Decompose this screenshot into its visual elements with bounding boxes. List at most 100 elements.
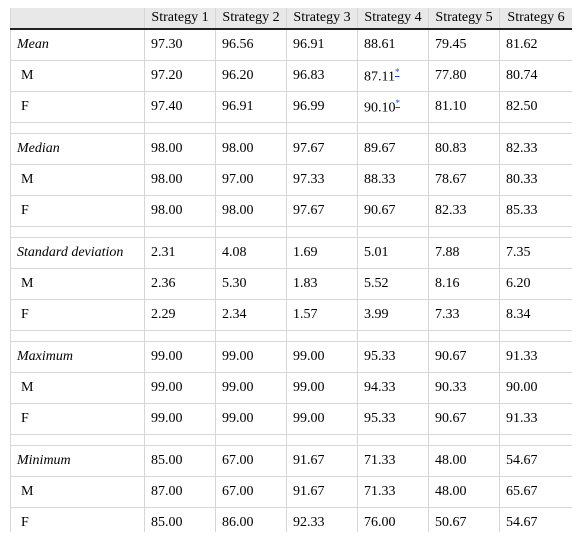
value-cell: 99.00: [215, 372, 287, 404]
value-cell: 99.00: [286, 341, 358, 373]
value-cell: 91.67: [286, 476, 358, 508]
spacer-cell: [215, 434, 287, 446]
value-cell: 88.33: [357, 164, 429, 196]
value-cell: 90.67: [357, 195, 429, 227]
spacer-cell: [286, 122, 358, 134]
value-cell: 1.83: [286, 268, 358, 300]
value-cell: 48.00: [428, 476, 500, 508]
note-link[interactable]: *: [394, 66, 400, 77]
value-cell: 77.80: [428, 60, 500, 92]
value-cell: 85.00: [144, 507, 216, 532]
header-cell: Strategy 1: [144, 8, 216, 30]
spacer-row: [10, 434, 572, 446]
value-cell: 1.57: [286, 299, 358, 331]
value-cell: 98.00: [144, 164, 216, 196]
spacer-cell: [286, 434, 358, 446]
spacer-cell: [144, 330, 216, 342]
spacer-cell: [215, 226, 287, 238]
spacer-cell: [499, 330, 572, 342]
value-cell: 99.00: [144, 403, 216, 435]
value: 87.11: [364, 69, 395, 85]
row-label: M: [10, 164, 145, 196]
group-row: Maximum 99.00 99.00 99.00 95.33 90.67 91.33: [10, 341, 572, 373]
value-cell: 98.00: [144, 133, 216, 165]
header-cell: Strategy 6: [499, 8, 572, 30]
row-label: F: [10, 507, 145, 532]
value-cell: 90.10*: [357, 91, 429, 123]
spacer-cell: [499, 434, 572, 446]
value-cell: 91.33: [499, 403, 572, 435]
table-body: Mean 97.30 96.56 96.91 88.61 79.45 81.62 M 97.20…: [10, 28, 572, 532]
sub-row: M 99.00 99.00 99.00 94.33 90.33 90.00: [10, 372, 572, 404]
group-row: Mean 97.30 96.56 96.91 88.61 79.45 81.62: [10, 28, 572, 61]
spacer-cell: [499, 226, 572, 238]
sub-row: M 2.36 5.30 1.83 5.52 8.16 6.20: [10, 268, 572, 300]
value-cell: 78.67: [428, 164, 500, 196]
spacer-cell: [357, 434, 429, 446]
value-cell: 54.67: [499, 445, 572, 477]
spacer-cell: [10, 122, 145, 134]
value-cell: 82.33: [499, 133, 572, 165]
value-cell: 1.69: [286, 237, 358, 269]
value-cell: 96.91: [215, 91, 287, 123]
value-cell: 2.36: [144, 268, 216, 300]
value-cell: 82.50: [499, 91, 572, 123]
value-cell: 96.99: [286, 91, 358, 123]
value-cell: 99.00: [215, 403, 287, 435]
value-cell: 79.45: [428, 28, 500, 61]
note-link[interactable]: *: [395, 97, 401, 108]
value-cell: 7.88: [428, 237, 500, 269]
value-cell: 81.62: [499, 28, 572, 61]
header-cell: Strategy 5: [428, 8, 500, 30]
value-cell: 95.33: [357, 341, 429, 373]
group-title: Standard deviation: [10, 237, 145, 269]
row-label: F: [10, 403, 145, 435]
value-cell: 97.30: [144, 28, 216, 61]
header-row: Strategy 1 Strategy 2 Strategy 3 Strategy 4…: [10, 8, 572, 30]
group-title: Maximum: [10, 341, 145, 373]
value-cell: 2.31: [144, 237, 216, 269]
group-title: Minimum: [10, 445, 145, 477]
value-cell: 98.00: [215, 133, 287, 165]
value-cell: 80.74: [499, 60, 572, 92]
row-label: M: [10, 60, 145, 92]
value-cell: 5.52: [357, 268, 429, 300]
value-cell: 89.67: [357, 133, 429, 165]
value-cell: 71.33: [357, 445, 429, 477]
spacer-cell: [499, 122, 572, 134]
value-cell: 48.00: [428, 445, 500, 477]
spacer-cell: [428, 434, 500, 446]
value-cell: 65.67: [499, 476, 572, 508]
row-label: M: [10, 268, 145, 300]
value-cell: 91.33: [499, 341, 572, 373]
value-cell: 90.33: [428, 372, 500, 404]
value-cell: 98.00: [215, 195, 287, 227]
row-label: M: [10, 372, 145, 404]
value-cell: 99.00: [286, 403, 358, 435]
value-cell: 90.67: [428, 341, 500, 373]
spacer-cell: [215, 122, 287, 134]
value-cell: 99.00: [144, 341, 216, 373]
group-row: Median 98.00 98.00 97.67 89.67 80.83 82.33: [10, 133, 572, 165]
spacer-cell: [10, 226, 145, 238]
header-cell: Strategy 3: [286, 8, 358, 30]
value-cell: 97.20: [144, 60, 216, 92]
value-cell: 87.00: [144, 476, 216, 508]
spacer-cell: [144, 122, 216, 134]
spacer-cell: [10, 434, 145, 446]
value-cell: 81.10: [428, 91, 500, 123]
sub-row: F 85.00 86.00 92.33 76.00 50.67 54.67: [10, 507, 572, 532]
value-cell: 8.34: [499, 299, 572, 331]
value-cell: 8.16: [428, 268, 500, 300]
value-cell: 71.33: [357, 476, 429, 508]
value-cell: 6.20: [499, 268, 572, 300]
sub-row: M 98.00 97.00 97.33 88.33 78.67 80.33: [10, 164, 572, 196]
table-container: Strategy 1 Strategy 2 Strategy 3 Strategy 4…: [10, 8, 572, 532]
spacer-row: [10, 226, 572, 238]
spacer-cell: [144, 434, 216, 446]
value-cell: 91.67: [286, 445, 358, 477]
value-cell: 96.83: [286, 60, 358, 92]
value-cell: 99.00: [144, 372, 216, 404]
header-cell: [10, 8, 145, 30]
value-cell: 54.67: [499, 507, 572, 532]
